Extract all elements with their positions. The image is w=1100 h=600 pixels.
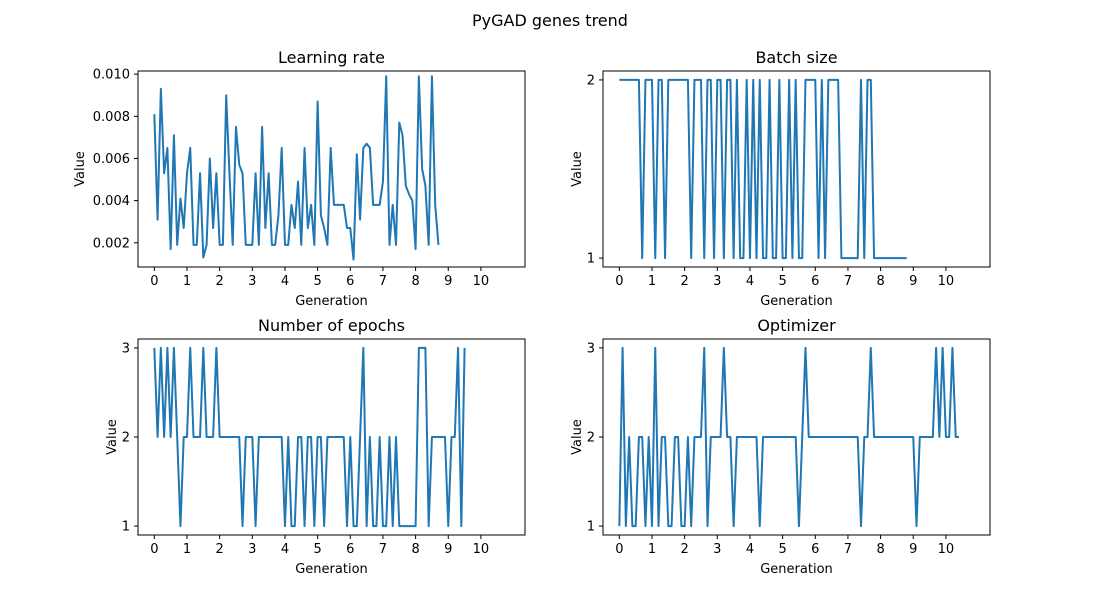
- x-tick-label: 1: [183, 542, 191, 557]
- y-tick-label: 0.008: [93, 110, 130, 125]
- figure-title: PyGAD genes trend: [472, 11, 628, 30]
- x-tick-label: 4: [746, 274, 754, 289]
- x-tick-label: 9: [909, 542, 917, 557]
- x-tick-label: 2: [681, 542, 689, 557]
- y-tick-label: 1: [122, 520, 130, 535]
- y-tick-label: 1: [587, 520, 595, 535]
- x-axis-label: Generation: [295, 562, 368, 577]
- x-tick-label: 8: [876, 542, 884, 557]
- x-tick-label: 6: [811, 542, 819, 557]
- x-tick-label: 1: [183, 274, 191, 289]
- series-line: [619, 78, 907, 260]
- x-tick-label: 4: [281, 274, 289, 289]
- subplot-title: Number of epochs: [258, 316, 405, 335]
- x-tick-label: 9: [444, 542, 452, 557]
- y-tick-label: 2: [587, 431, 595, 446]
- x-tick-label: 5: [778, 274, 786, 289]
- x-tick-label: 5: [313, 274, 321, 289]
- subplot-2: Batch size 0 1 2 3 4 5 6 7 8 9 10 1 2 Generation Value: [570, 48, 991, 309]
- subplot-title: Optimizer: [757, 316, 836, 335]
- y-tick-label: 2: [587, 73, 595, 88]
- x-tick-label: 9: [444, 274, 452, 289]
- x-tick-label: 8: [411, 274, 419, 289]
- x-tick-label: 2: [216, 274, 224, 289]
- x-axis-label: Generation: [295, 294, 368, 309]
- x-tick-label: 6: [811, 274, 819, 289]
- subplot-1: Learning rate 0 1 2 3 4 5 6 7 8 9 10 0.002 0.004 0.006…: [73, 48, 526, 309]
- y-axis-label: Value: [73, 151, 88, 187]
- x-tick-label: 3: [248, 542, 256, 557]
- series-line: [618, 346, 959, 528]
- subplot-title: Batch size: [755, 48, 837, 67]
- x-tick-label: 7: [379, 274, 387, 289]
- x-tick-label: 0: [615, 542, 623, 557]
- x-tick-label: 6: [346, 542, 354, 557]
- x-tick-label: 10: [473, 542, 490, 557]
- plot-frame: [602, 70, 991, 268]
- x-tick-label: 7: [844, 274, 852, 289]
- subplot-3: Number of epochs 0 1 2 3 4 5 6 7 8 9 10 1 2 3 Generatio…: [105, 316, 526, 577]
- x-tick-label: 8: [411, 542, 419, 557]
- y-axis-label: Value: [570, 419, 585, 455]
- x-tick-label: 3: [248, 274, 256, 289]
- y-tick-label: 3: [587, 341, 595, 356]
- x-tick-label: 9: [909, 274, 917, 289]
- x-tick-label: 6: [346, 274, 354, 289]
- x-tick-label: 2: [216, 542, 224, 557]
- x-tick-label: 10: [938, 542, 955, 557]
- x-tick-label: 0: [150, 274, 158, 289]
- y-tick-label: 2: [122, 431, 130, 446]
- x-tick-label: 3: [713, 542, 721, 557]
- series-line: [153, 346, 466, 528]
- x-axis-label: Generation: [760, 294, 833, 309]
- y-tick-label: 1: [587, 252, 595, 267]
- x-tick-label: 2: [681, 274, 689, 289]
- x-tick-label: 10: [938, 274, 955, 289]
- x-tick-label: 4: [746, 542, 754, 557]
- y-axis-label: Value: [570, 151, 585, 187]
- x-tick-label: 5: [778, 542, 786, 557]
- series-line: [153, 75, 440, 261]
- x-axis-label: Generation: [760, 562, 833, 577]
- x-tick-label: 3: [713, 274, 721, 289]
- x-tick-label: 7: [379, 542, 387, 557]
- subplot-4: Optimizer 0 1 2 3 4 5 6 7 8 9 10 1 2 3 Generation Value: [570, 316, 991, 577]
- x-tick-label: 4: [281, 542, 289, 557]
- x-tick-label: 7: [844, 542, 852, 557]
- y-tick-label: 0.004: [93, 194, 130, 209]
- plot-frame: [137, 70, 526, 268]
- subplot-title: Learning rate: [278, 48, 385, 67]
- x-tick-label: 5: [313, 542, 321, 557]
- y-tick-label: 0.006: [93, 152, 130, 167]
- y-axis-label: Value: [105, 419, 120, 455]
- y-tick-label: 3: [122, 341, 130, 356]
- x-tick-label: 10: [473, 274, 490, 289]
- x-tick-label: 1: [648, 542, 656, 557]
- x-tick-label: 1: [648, 274, 656, 289]
- x-tick-label: 8: [876, 274, 884, 289]
- x-tick-label: 0: [615, 274, 623, 289]
- x-tick-label: 0: [150, 542, 158, 557]
- y-tick-label: 0.010: [93, 68, 130, 83]
- y-tick-label: 0.002: [93, 236, 130, 251]
